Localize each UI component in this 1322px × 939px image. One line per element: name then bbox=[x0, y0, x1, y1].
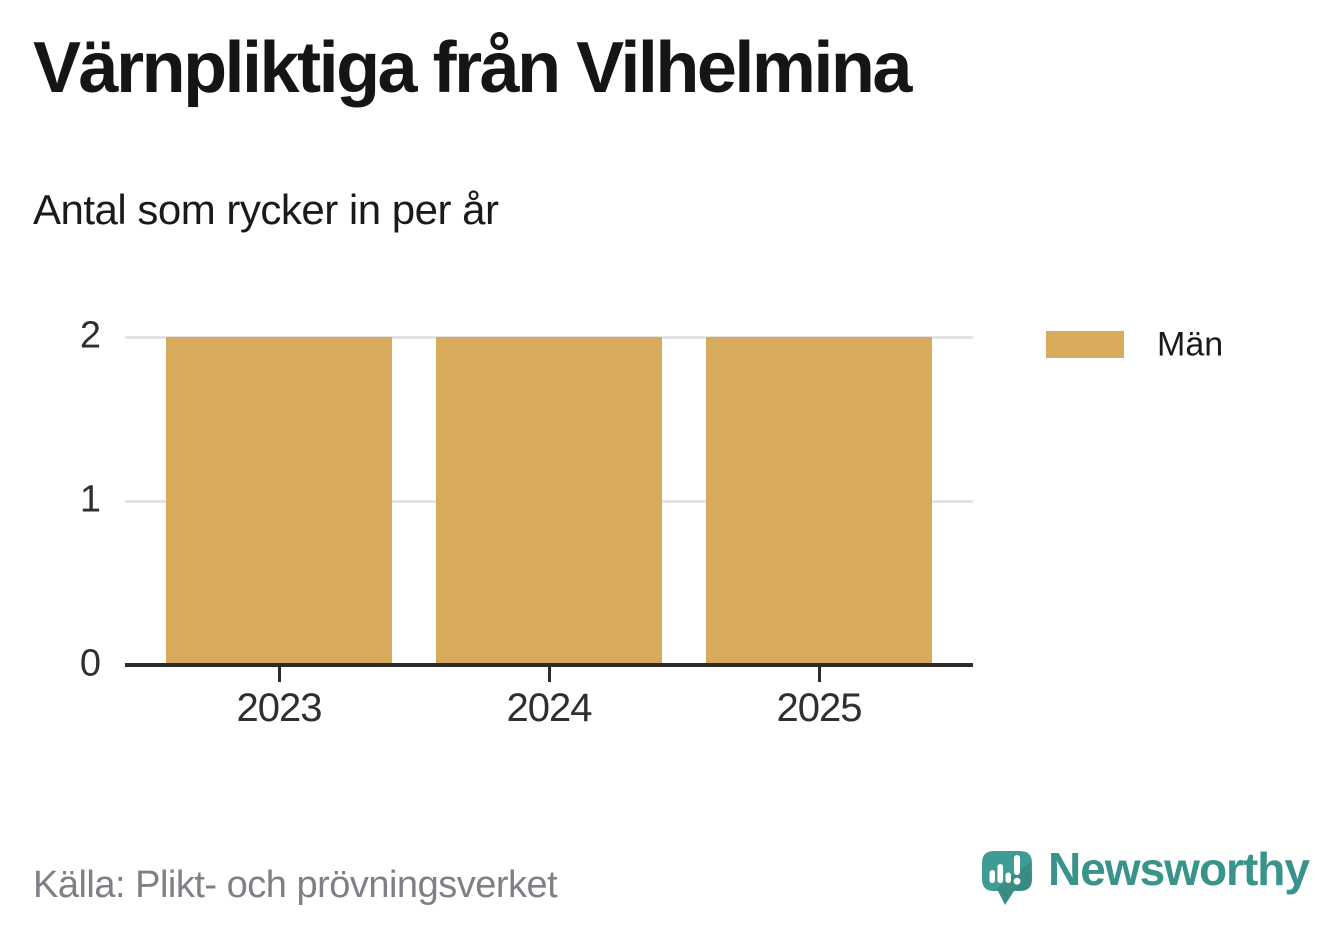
x-tick-2023 bbox=[277, 667, 281, 682]
newsworthy-speech-bubble-icon bbox=[982, 851, 1032, 905]
x-axis-line bbox=[125, 663, 973, 667]
y-axis-label-1: 1 bbox=[79, 478, 101, 521]
x-axis-label-2024: 2024 bbox=[506, 686, 593, 730]
bar-2024[interactable] bbox=[436, 337, 662, 663]
x-axis-label-2025: 2025 bbox=[776, 686, 863, 730]
chart-title: Värnpliktiga från Vilhelmina bbox=[33, 28, 912, 108]
bar-2023[interactable] bbox=[166, 337, 392, 663]
y-axis-label-2: 2 bbox=[79, 314, 101, 357]
legend-swatch bbox=[1046, 331, 1124, 358]
source-note: Källa: Plikt- och prövningsverket bbox=[33, 864, 558, 906]
newsworthy-logo: Newsworthy bbox=[978, 843, 1310, 910]
y-axis-label-0: 0 bbox=[79, 642, 101, 685]
x-tick-2025 bbox=[817, 667, 821, 682]
legend: Män bbox=[1046, 325, 1223, 363]
x-axis-label-2023: 2023 bbox=[236, 686, 323, 730]
chart-subtitle: Antal som rycker in per år bbox=[33, 186, 499, 233]
newsworthy-wordmark: Newsworthy bbox=[1048, 843, 1310, 895]
x-tick-2024 bbox=[547, 667, 551, 682]
legend-label: Män bbox=[1157, 325, 1224, 363]
bar-2025[interactable] bbox=[706, 337, 932, 663]
legend-item-man[interactable]: Män bbox=[1046, 325, 1223, 363]
